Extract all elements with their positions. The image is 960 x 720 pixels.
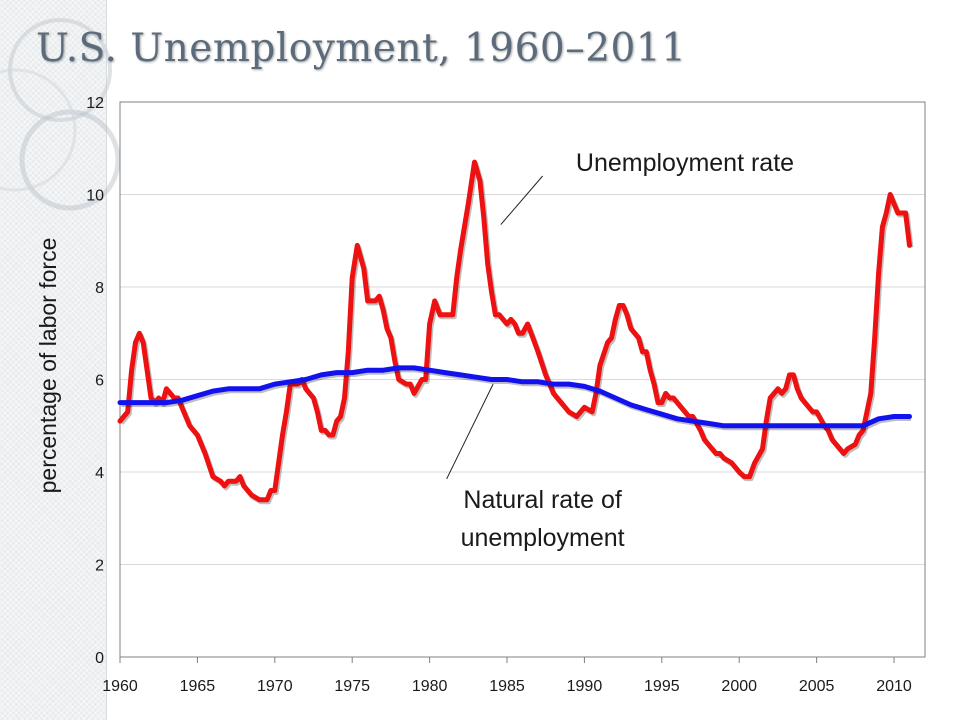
y-axis-label: percentage of labor force: [35, 238, 61, 494]
decorative-arcs: [0, 18, 121, 211]
annotations: Unemployment rate Natural rate of unemploy…: [446, 149, 794, 552]
natural-rate-annotation-line: Natural rate of: [463, 486, 621, 514]
x-tick-label: 1965: [180, 678, 216, 695]
y-tick-label: 10: [86, 188, 104, 205]
natural-rate-annotation-line: unemployment: [461, 524, 625, 552]
plot-area-frame: [119, 101, 926, 658]
x-tick-label: 2005: [799, 678, 835, 695]
natural-rate-pointer: [446, 383, 494, 480]
unemployment-rate-annotation: Unemployment rate: [576, 149, 794, 177]
natural-rate-annotation: Natural rate of unemployment: [461, 486, 625, 552]
y-tick-label: 2: [95, 558, 104, 575]
slide-title: U.S. Unemployment, 1960–2011: [36, 26, 687, 71]
x-tick-label: 2010: [876, 678, 912, 695]
x-tick-label: 1990: [567, 678, 603, 695]
series-lines: [117, 159, 914, 505]
y-tick-label: 4: [95, 465, 104, 482]
x-tick-label: 1975: [334, 678, 370, 695]
x-tick-label: 2000: [721, 678, 757, 695]
natural-rate-line: [117, 365, 912, 429]
y-tick-label: 6: [95, 373, 104, 390]
unemployment-rate-pointer: [500, 175, 544, 225]
x-tick-label: 1970: [257, 678, 293, 695]
x-tick-label: 1995: [644, 678, 680, 695]
y-tick-label: 8: [95, 280, 104, 297]
x-tick-label: 1960: [102, 678, 138, 695]
axes: [119, 657, 895, 663]
x-tick-label: 1980: [412, 678, 448, 695]
x-tick-label: 1985: [489, 678, 525, 695]
y-tick-label: 0: [95, 650, 104, 667]
y-tick-label: 12: [86, 95, 104, 112]
tick-labels: 0 2 4 6 8 10 12 1960 1965 1970 1975 1980 1985 1990 199…: [86, 95, 912, 695]
unemployment-rate-line: [117, 159, 912, 503]
